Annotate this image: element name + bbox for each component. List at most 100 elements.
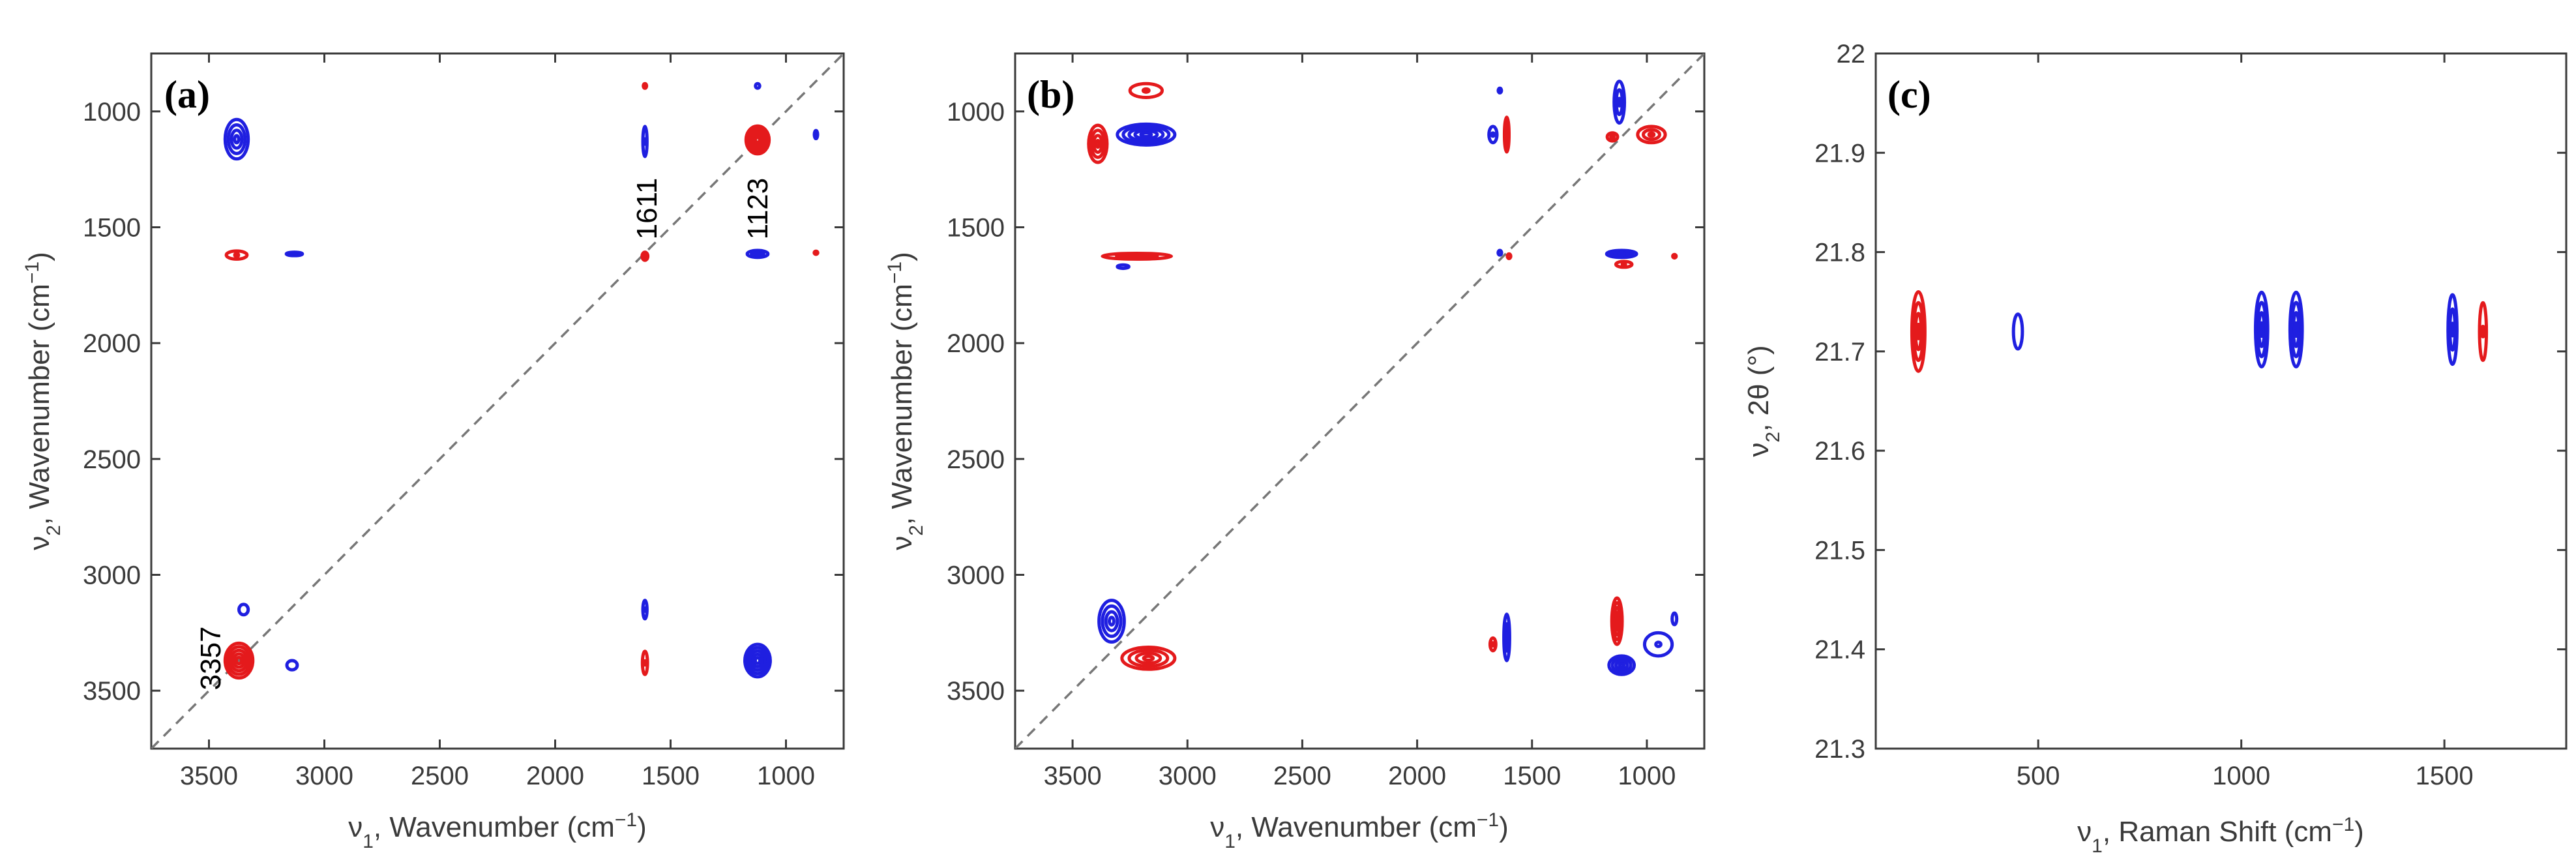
x-tick-label: 1000 [1618,762,1676,790]
contour-positive [1128,82,1164,100]
contour-positive [1129,252,1145,260]
contour-negative [1503,631,1510,644]
panel-b-peak-negative [1496,86,1503,95]
contour-positive [642,659,649,667]
panel-b-peak-negative [1097,599,1126,644]
contour-negative [2011,312,2024,351]
contour-positive [1671,252,1678,260]
contour-negative [1614,659,1629,672]
y-tick-label: 21.3 [1814,735,1865,764]
contour-negative [1101,604,1123,638]
x-tick-label: 3000 [295,762,353,790]
panel-c-marks [1910,290,2489,373]
panel-b-peak-negative [1670,611,1679,627]
panel-b-peak-positive [1087,123,1109,164]
panel-a-x-axis-label: ν1, Wavenumber (cm−1) [348,809,647,852]
y-tick-label: 21.8 [1814,239,1865,267]
contour-negative [754,250,762,258]
y-tick-label: 21.9 [1814,139,1865,168]
panel-a-diagonal [151,53,844,749]
contour-positive [1641,128,1661,142]
panel-b-peak-negative [1487,125,1499,145]
x-tick-label: 2500 [411,762,469,790]
x-tick-label: 1500 [2416,762,2474,790]
contour-negative [1618,662,1626,669]
contour-positive [226,645,252,676]
y-tick-label: 22 [1837,40,1866,68]
peak-annotation: 1123 [742,178,774,240]
contour-positive [235,655,243,666]
panel-a-peak-positive [642,82,649,90]
contour-negative [1133,128,1159,141]
y-tick-label: 21.6 [1814,437,1865,466]
panel-b-peak-negative [1642,631,1674,658]
contour-negative [745,646,769,676]
contour-negative [642,137,649,146]
contour-positive [1503,130,1510,140]
panel-a-peak-positive [640,650,649,676]
x-tick-label: 1000 [757,762,815,790]
contour-positive [1142,654,1155,662]
contour-positive [1915,322,1922,340]
contour-negative [2288,290,2304,368]
panel-b-diagonal [1015,53,1704,749]
contour-negative [1616,97,1623,108]
panel-b-peak-positive [1128,82,1164,100]
contour-negative [2258,321,2265,338]
panel-a-peak-positive [223,641,255,680]
peak-annotation: 3357 [195,626,227,690]
contour-positive [231,652,246,669]
y-tick-label: 3500 [947,677,1005,706]
panel-b-plot: 3500 3000 2500 2000 1500 1000 1000 1500 2000 2500… [947,53,1704,790]
panel-c-peak-negative [2288,290,2304,368]
contour-positive [1505,252,1513,260]
panel-b-frame [1014,52,1706,750]
panel-a-peak-negative [745,248,770,260]
contour-positive [1089,128,1106,159]
x-tick-label: 2000 [526,762,584,790]
panel-b-peak-negative [1496,248,1503,257]
panel-b-peak-positive [1505,252,1513,260]
contour-negative [1487,125,1499,145]
contour-negative [291,250,298,258]
contour-positive [223,641,255,680]
panel-b-peak-negative [1612,80,1627,125]
peak-annotation: 1611 [631,178,663,240]
panel-c-frame [1874,52,2568,750]
contour-negative [1127,127,1165,143]
contour-positive [751,132,764,147]
panel-c-peak-positive [1910,290,1927,373]
contour-positive [224,249,249,261]
panel-a-marks [151,53,844,749]
panel-c-peak-negative [2011,312,2024,351]
contour-negative [226,123,247,155]
panel-c-x-axis-label: ν1, Raman Shift (cm−1) [2077,814,2364,857]
contour-negative [743,642,772,679]
panel-a-plot: 3500 3000 2500 2000 1500 1000 1000 1500 2000 2500… [83,53,844,790]
contour-negative [1617,250,1626,258]
panel-a-peak-positive [224,249,249,261]
contour-negative [285,659,299,672]
contour-positive [1910,290,1927,373]
contour-negative [2290,301,2303,359]
panel-c-peak-positive [2478,301,2489,363]
contour-positive [747,127,769,153]
contour-negative [812,128,820,141]
x-tick-label: 1500 [1503,762,1561,790]
panel-a-peak-negative [641,599,649,621]
panel-a-peak-negative [743,642,772,679]
panel-b: 3500 3000 2500 2000 1500 1000 1000 1500 2000 2500… [884,52,1706,852]
panel-b-peak-positive [1610,596,1624,646]
contour-positive [642,252,649,260]
contour-negative [1104,610,1119,633]
panel-b-y-axis-label: ν2, Wavenumber (cm−1) [884,252,927,550]
contour-positive [1912,301,1925,363]
contour-negative [642,606,649,613]
y-tick-label: 21.7 [1814,338,1865,366]
panel-c-peak-negative [2446,293,2459,366]
contour-negative [1107,616,1116,627]
panel-b-peak-negative [1605,248,1638,260]
contour-positive [1141,87,1151,94]
y-tick-label: 1000 [947,98,1005,127]
panel-b-peak-positive [1636,125,1667,145]
